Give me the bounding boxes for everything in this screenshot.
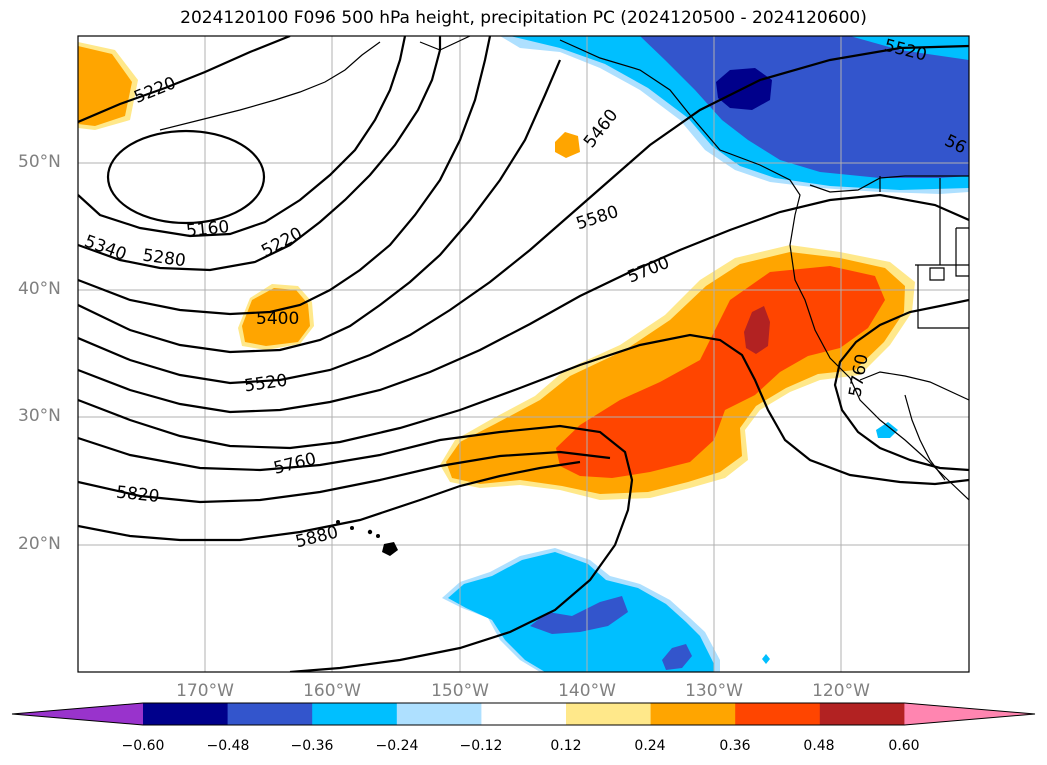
colorbar-cell <box>396 703 482 725</box>
lat-tick-label: 40°N <box>18 279 61 299</box>
colorbar-extend-low <box>12 703 143 725</box>
colorbar <box>11 702 1036 726</box>
contour-label: 5160 <box>185 217 230 241</box>
colorbar-tick-label: −0.12 <box>459 738 503 754</box>
contour-label: 5820 <box>115 483 160 507</box>
colorbar-cell <box>566 703 652 725</box>
figure-title: 2024120100 F096 500 hPa height, precipit… <box>180 8 867 28</box>
colorbar-cell <box>312 703 398 725</box>
precip-positive-shading <box>78 42 915 500</box>
colorbar-extend-high <box>904 703 1035 725</box>
colorbar-tick-label: 0.24 <box>634 738 666 754</box>
colorbar-outline <box>11 702 1036 726</box>
colorbar-cell <box>481 703 567 725</box>
colorbar-tick-label: 0.36 <box>719 738 751 754</box>
map-plot: 5220 5160 5220 5340 5280 5400 5520 5460 … <box>77 35 970 673</box>
lon-tick-label: 170°W <box>176 681 234 701</box>
lon-tick-label: 160°W <box>303 681 361 701</box>
contour-label: 5400 <box>256 309 299 329</box>
colorbar-cell <box>819 703 905 725</box>
colorbar-cell <box>650 703 736 725</box>
lon-tick-label: 150°W <box>431 681 489 701</box>
lat-tick-label: 20°N <box>18 534 61 554</box>
lat-tick-label: 50°N <box>18 152 61 172</box>
colorbar-tick-label: −0.60 <box>121 738 165 754</box>
hawaii-islands <box>336 520 398 556</box>
map-frame <box>77 35 970 673</box>
lon-tick-label: 140°W <box>558 681 616 701</box>
colorbar-tick-label: −0.36 <box>290 738 334 754</box>
colorbar-tick-label: −0.48 <box>206 738 250 754</box>
colorbar-tick-label: 0.60 <box>888 738 920 754</box>
colorbar-tick-label: −0.24 <box>375 738 419 754</box>
colorbar-cell <box>227 703 313 725</box>
precip-negative-shading <box>442 36 969 672</box>
lon-tick-label: 120°W <box>812 681 870 701</box>
colorbar-cell <box>143 703 229 725</box>
lon-tick-label: 130°W <box>685 681 743 701</box>
colorbar-tick-label: 0.48 <box>803 738 835 754</box>
lat-tick-label: 30°N <box>18 406 61 426</box>
height-contours <box>78 36 969 672</box>
coastlines <box>159 36 969 501</box>
colorbar-tick-label: 0.12 <box>550 738 582 754</box>
colorbar-cell <box>735 703 821 725</box>
